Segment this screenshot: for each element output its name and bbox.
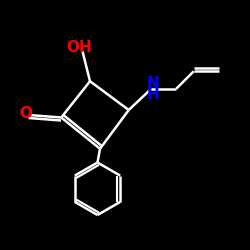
- Text: O: O: [19, 106, 32, 121]
- Text: H: H: [147, 87, 160, 102]
- Text: OH: OH: [66, 40, 92, 55]
- Text: N: N: [147, 76, 160, 91]
